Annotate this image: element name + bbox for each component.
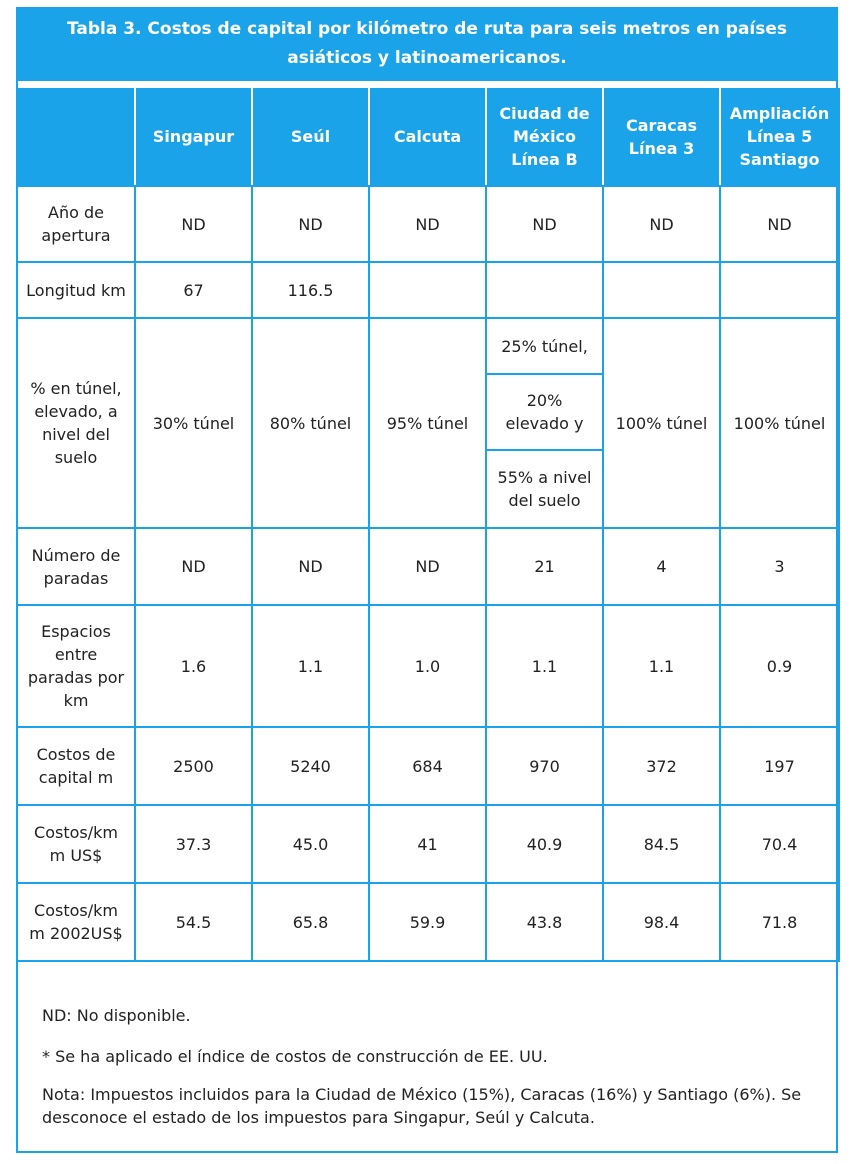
row-label: Espacios entre paradas por km [16, 604, 136, 728]
table-row: Costos/km m 2002US$ 54.5 65.8 59.9 43.8 … [16, 882, 840, 962]
table-cell: 372 [602, 726, 721, 806]
table-cell: 4 [602, 527, 721, 606]
row-label: % en túnel, elevado, a nivel del suelo [16, 317, 136, 529]
table-cell: 1.1 [485, 604, 604, 728]
table-cell: 67 [134, 261, 253, 319]
table-cell: 2500 [134, 726, 253, 806]
table-cell: 100% túnel [602, 317, 721, 529]
table-cell: 37.3 [134, 804, 253, 884]
table-cell [485, 261, 604, 319]
header-empty-cell [16, 88, 136, 187]
table-cell [602, 261, 721, 319]
table-cell: 1.0 [368, 604, 487, 728]
table-title-text: Tabla 3. Costos de capital por kilómetro… [66, 19, 788, 68]
table-cell: ND [134, 185, 253, 263]
table-cell: 45.0 [251, 804, 370, 884]
row-label: Costos/km m US$ [16, 804, 136, 884]
table-title: Tabla 3. Costos de capital por kilómetro… [16, 7, 838, 81]
table-cell: 116.5 [251, 261, 370, 319]
table-cell: 98.4 [602, 882, 721, 962]
table-row: % en túnel, elevado, a nivel del suelo 3… [16, 317, 840, 529]
row-label: Costos de capital m [16, 726, 136, 806]
table-cell: 71.8 [719, 882, 840, 962]
table-cell: 0.9 [719, 604, 840, 728]
table-row: Longitud km 67 116.5 [16, 261, 840, 319]
table-cell: 5240 [251, 726, 370, 806]
table-cell: 3 [719, 527, 840, 606]
row-label: Costos/km m 2002US$ [16, 882, 136, 962]
capital-costs-table: Singapur Seúl Calcuta Ciudad de México L… [16, 88, 840, 962]
table-row: Año de apertura ND ND ND ND ND ND [16, 185, 840, 263]
table-cell: ND [251, 527, 370, 606]
table-cell: 54.5 [134, 882, 253, 962]
table-cell: 95% túnel [368, 317, 487, 529]
table-cell: 30% túnel [134, 317, 253, 529]
table-cell: 41 [368, 804, 487, 884]
table-cell: 84.5 [602, 804, 721, 884]
header-calcuta: Calcuta [368, 88, 487, 187]
header-caracas: Caracas Línea 3 [602, 88, 721, 187]
header-singapur: Singapur [134, 88, 253, 187]
table-cell [368, 261, 487, 319]
table-cell-mexico-tunel: 25% túnel, [485, 317, 604, 375]
table-cell-mexico-nivel: 55% a nivel del suelo [485, 449, 604, 529]
header-seul: Seúl [251, 88, 370, 187]
table-row: Costos de capital m 2500 5240 684 970 37… [16, 726, 840, 806]
row-label: Longitud km [16, 261, 136, 319]
note-impuestos: Nota: Impuestos incluidos para la Ciudad… [42, 1085, 802, 1127]
table-cell: 43.8 [485, 882, 604, 962]
table-cell: ND [719, 185, 840, 263]
header-santiago: Ampliación Línea 5 Santiago [719, 88, 840, 187]
table-cell: 1.6 [134, 604, 253, 728]
table-cell: 70.4 [719, 804, 840, 884]
table-cell: ND [251, 185, 370, 263]
table-cell: 40.9 [485, 804, 604, 884]
table-cell: 1.1 [251, 604, 370, 728]
table-cell [719, 261, 840, 319]
table-cell: 684 [368, 726, 487, 806]
table-cell-mexico-elevado: 20% elevado y [485, 373, 604, 451]
table-row: Costos/km m US$ 37.3 45.0 41 40.9 84.5 7… [16, 804, 840, 884]
table-cell: ND [602, 185, 721, 263]
table-cell: 65.8 [251, 882, 370, 962]
table-cell: ND [368, 185, 487, 263]
row-label: Número de paradas [16, 527, 136, 606]
table-row: 55% a nivel del suelo [17, 449, 839, 529]
table-cell: 100% túnel [719, 317, 840, 529]
table-cell: 21 [485, 527, 604, 606]
table-cell: 970 [485, 726, 604, 806]
header-mexico: Ciudad de México Línea B [485, 88, 604, 187]
row-label: Año de apertura [16, 185, 136, 263]
table-cell: ND [134, 527, 253, 606]
note-indice: * Se ha aplicado el índice de costos de … [42, 1047, 548, 1066]
table-cell: 80% túnel [251, 317, 370, 529]
header-row: Singapur Seúl Calcuta Ciudad de México L… [16, 88, 840, 187]
table-row: Espacios entre paradas por km 1.6 1.1 1.… [16, 604, 840, 728]
table-cell: ND [485, 185, 604, 263]
table-cell: 197 [719, 726, 840, 806]
table-cell: 1.1 [602, 604, 721, 728]
table-notes: ND: No disponible. * Se ha aplicado el í… [18, 986, 836, 1151]
table-row: Número de paradas ND ND ND 21 4 3 [16, 527, 840, 606]
table-cell: ND [368, 527, 487, 606]
table-row: 20% elevado y [17, 373, 839, 451]
table-cell: 59.9 [368, 882, 487, 962]
note-nd: ND: No disponible. [42, 1006, 191, 1025]
